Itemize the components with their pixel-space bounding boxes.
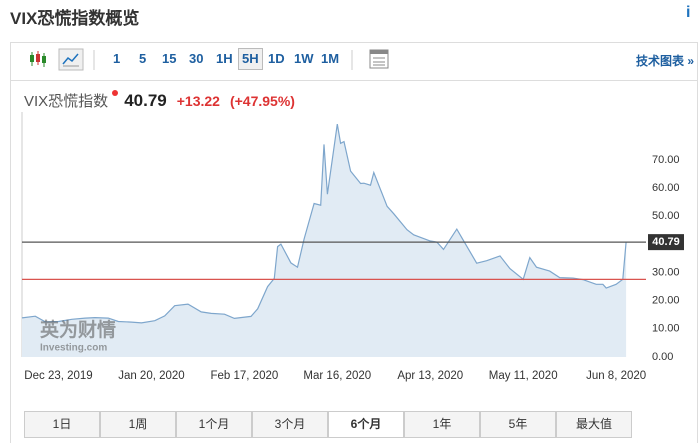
interval-button[interactable]: 1W	[294, 51, 314, 66]
interval-button[interactable]: 5H	[238, 48, 263, 70]
technical-chart-link[interactable]: 技术图表 »	[636, 54, 695, 68]
interval-button[interactable]: 1M	[321, 51, 340, 66]
y-tick-label: 30.00	[652, 266, 680, 278]
range-tab[interactable]: 6个月	[328, 411, 404, 438]
toolbar-icons	[30, 48, 353, 71]
x-tick-label: May 11, 2020	[489, 370, 558, 382]
interval-button[interactable]: 1	[113, 51, 121, 66]
y-tick-label: 0.00	[652, 351, 673, 363]
quote-change-percent: (+47.95%)	[229, 93, 295, 109]
watermark-logo: 英为财情	[40, 318, 116, 341]
interval-button[interactable]: 5	[139, 51, 147, 66]
x-tick-label: Mar 16, 2020	[303, 370, 371, 382]
y-tick-label: 10.00	[652, 323, 680, 335]
range-tab[interactable]: 1日	[24, 411, 100, 438]
page-title: VIX恐慌指数概览	[10, 9, 140, 28]
quote-row: VIX恐慌指数 40.79 +13.22 (+47.95%)	[24, 90, 295, 110]
table-icon[interactable]	[368, 48, 392, 72]
quote-name: VIX恐慌指数	[24, 93, 109, 110]
info-icon[interactable]: i	[686, 4, 691, 21]
area-fill	[22, 124, 627, 357]
price-line	[21, 123, 627, 324]
y-tick-label: 70.00	[652, 154, 680, 166]
x-tick-label: Feb 17, 2020	[210, 370, 278, 382]
interval-button[interactable]: 30	[189, 51, 204, 66]
x-tick-label: Dec 23, 2019	[24, 370, 92, 382]
y-tick-label: 60.00	[652, 182, 680, 194]
range-tab[interactable]: 3个月	[252, 411, 328, 438]
line-icon[interactable]	[58, 48, 84, 71]
range-tab[interactable]: 最大值	[556, 411, 632, 438]
candle-icon[interactable]	[30, 51, 46, 67]
x-tick-label: Apr 13, 2020	[397, 370, 463, 382]
x-tick-label: Jun 8, 2020	[586, 370, 646, 382]
interval-button[interactable]: 1H	[216, 51, 233, 66]
y-tick-label: 50.00	[652, 210, 680, 222]
quote-change: +13.22	[176, 93, 220, 109]
range-tab[interactable]: 1年	[404, 411, 480, 438]
watermark-site: Investing.com	[40, 343, 107, 354]
y-tick-label: 20.00	[652, 295, 680, 307]
quote-price: 40.79	[124, 91, 167, 110]
last-price-label: 40.79	[652, 236, 680, 248]
range-tab[interactable]: 5年	[480, 411, 556, 438]
live-dot	[112, 90, 119, 96]
interval-button[interactable]: 15	[162, 51, 177, 66]
toolbar-divider	[11, 80, 697, 81]
range-tab[interactable]: 1周	[100, 411, 176, 438]
x-tick-label: Jan 20, 2020	[118, 370, 185, 382]
widget-frame	[10, 42, 698, 443]
range-tab[interactable]: 1个月	[176, 411, 252, 438]
last-price-badge	[648, 234, 684, 251]
interval-button[interactable]: 1D	[268, 51, 285, 66]
